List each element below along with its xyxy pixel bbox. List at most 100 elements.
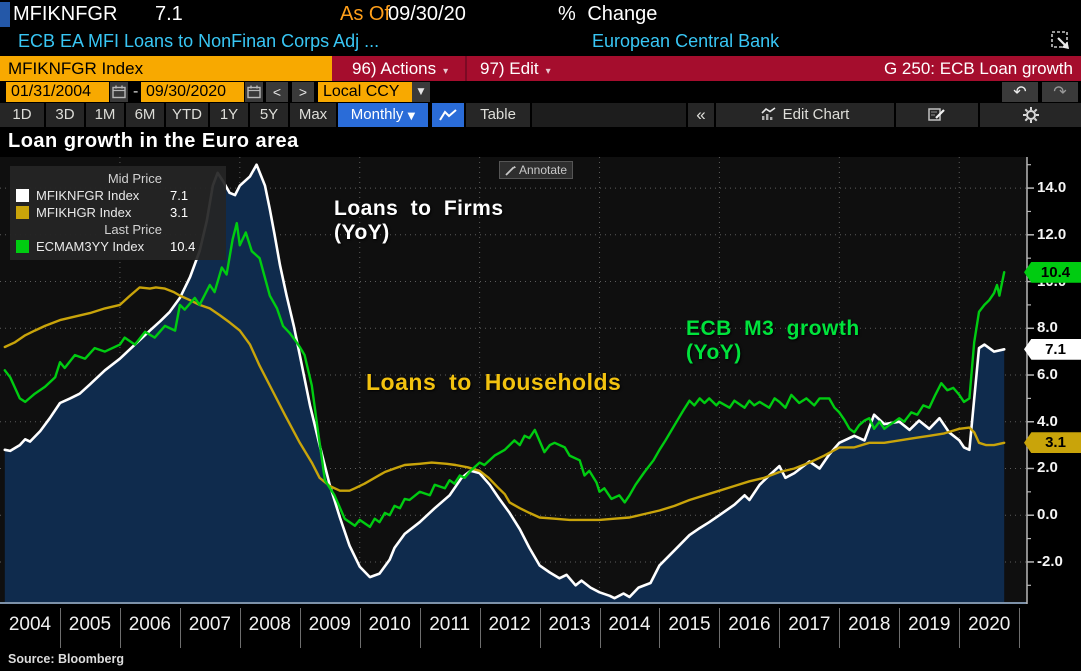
x-axis-year-label: 2019 [908, 614, 951, 635]
chevron-down-icon: ▾ [443, 66, 449, 77]
x-axis-separator [419, 608, 421, 648]
edit-chart-button[interactable]: Edit Chart [716, 103, 894, 127]
x-axis-year-label: 2018 [848, 614, 891, 635]
panel-indicator [0, 2, 10, 27]
legend-swatch [16, 240, 29, 253]
period-tab-1d[interactable]: 1D [0, 103, 44, 127]
chart-type-button[interactable] [432, 103, 464, 127]
ticker-bar: MFIKNFGR 7.1 As Of 09/30/20 % Change [0, 0, 1081, 29]
annotation-loans-to-firms: Loans to Firms (YoY) [334, 197, 504, 245]
calendar-icon[interactable] [245, 82, 263, 102]
x-axis-separator [539, 608, 541, 648]
edit-menu[interactable]: 97) Edit ▾ [480, 59, 551, 78]
collapse-panel-button[interactable]: « [688, 103, 714, 127]
chart-area: 14.012.010.08.06.04.02.00.0-2.0 7.13.110… [0, 157, 1081, 604]
security-description-bar: ECB EA MFI Loans to NonFinan Corps Adj .… [0, 29, 1081, 56]
x-axis-separator [179, 608, 181, 648]
chevron-down-icon: ▾ [545, 66, 551, 77]
x-axis-separator [599, 608, 601, 648]
period-tab-1m[interactable]: 1M [86, 103, 124, 127]
x-axis-year-label: 2008 [248, 614, 291, 635]
x-axis: 2004 2005 2006 2007 2008 2009 2010 2011 2012 2013… [0, 606, 1081, 650]
legend-swatch [16, 206, 29, 219]
x-axis-separator [659, 608, 661, 648]
x-axis-year-label: 2012 [488, 614, 531, 635]
x-axis-separator [779, 608, 781, 648]
calendar-icon[interactable] [110, 82, 128, 102]
x-axis-separator [899, 608, 901, 648]
as-of-label: As Of [340, 3, 391, 25]
x-axis-year-label: 2020 [968, 614, 1011, 635]
x-axis-year-label: 2009 [308, 614, 351, 635]
actions-menu[interactable]: 96) Actions ▾ [352, 59, 449, 78]
period-tab-5y[interactable]: 5Y [250, 103, 288, 127]
x-axis-year-label: 2013 [548, 614, 591, 635]
change-label: % Change [558, 3, 658, 25]
security-description: ECB EA MFI Loans to NonFinan Corps Adj .… [18, 31, 380, 51]
date-range-dash: - [133, 83, 139, 100]
chart-title: Loan growth in the Euro area [8, 130, 299, 152]
x-axis-separator [719, 608, 721, 648]
edit-annotation-button[interactable] [896, 103, 978, 127]
x-axis-year-label: 2005 [68, 614, 112, 635]
legend-swatch [16, 189, 29, 202]
price-badge-mfiknfgr: 7.1 [1024, 338, 1081, 360]
data-source-name: European Central Bank [592, 31, 780, 51]
legend-item[interactable]: MFIKHGR Index 3.1 [14, 204, 220, 221]
toolbar-spacer [532, 103, 686, 127]
period-tab-3d[interactable]: 3D [46, 103, 84, 127]
period-tab-1y[interactable]: 1Y [210, 103, 248, 127]
price-badge-ecmam3yy: 10.4 [1024, 261, 1081, 283]
annotation-ecb-m3-growth: ECB M3 growth (YoY) [686, 317, 860, 365]
settings-button[interactable] [980, 103, 1081, 127]
undo-button[interactable]: ↶ [1002, 82, 1038, 102]
start-date-input[interactable]: 01/31/2004 [6, 82, 109, 102]
export-icon[interactable] [1046, 29, 1076, 55]
table-button[interactable]: Table [466, 103, 530, 127]
pencil-icon [505, 166, 516, 176]
price-badge-mfikhgr: 3.1 [1024, 432, 1081, 454]
next-period-button[interactable]: > [292, 82, 314, 102]
x-axis-year-label: 2014 [608, 614, 651, 635]
as-of-date: 09/30/20 [388, 3, 466, 25]
legend-header: Last Price [104, 222, 162, 237]
menu-divider [465, 56, 467, 81]
x-axis-separator [119, 608, 121, 648]
y-axis-label: 12.0 [1037, 225, 1067, 243]
period-tab-6m[interactable]: 6M [126, 103, 164, 127]
x-axis-year-label: 2006 [128, 614, 172, 635]
y-axis-label: 14.0 [1037, 179, 1067, 197]
y-axis-label: 0.0 [1037, 506, 1058, 524]
menu-bar: 96) Actions ▾ 97) Edit ▾ G 250: ECB Loan g… [332, 56, 1081, 81]
screen-title: G 250: ECB Loan growth [883, 59, 1073, 78]
annotation-loans-to-households: Loans to Households [366, 369, 622, 395]
ticker-symbol: MFIKNFGR [13, 3, 118, 25]
x-axis-separator [959, 608, 961, 648]
end-date-input[interactable]: 09/30/2020 [141, 82, 244, 102]
chevron-down-icon: ▼ [407, 111, 416, 122]
chart-legend: Mid Price MFIKNFGR Index 7.1 MFIKHGR Index 3… [10, 166, 226, 260]
frequency-select[interactable]: Monthly ▼ [338, 103, 428, 127]
redo-button[interactable]: ↷ [1042, 82, 1078, 102]
y-axis-label: 2.0 [1037, 459, 1058, 477]
x-axis-separator [839, 608, 841, 648]
legend-header: Mid Price [107, 171, 162, 186]
period-tab-max[interactable]: Max [290, 103, 336, 127]
security-input[interactable]: MFIKNFGR Index [0, 56, 332, 81]
x-axis-year-label: 2007 [188, 614, 231, 635]
currency-dropdown-icon[interactable]: ▼ [412, 82, 430, 102]
legend-item[interactable]: MFIKNFGR Index 7.1 [14, 187, 220, 204]
prev-period-button[interactable]: < [266, 82, 288, 102]
annotate-button[interactable]: Annotate [499, 161, 573, 179]
command-bar: MFIKNFGR Index 96) Actions ▾ 97) Edit ▾ G … [0, 56, 1081, 81]
period-tabs: 1D 3D 1M 6M YTD 1Y 5Y Max [0, 103, 336, 127]
y-axis-label: 6.0 [1037, 366, 1058, 383]
y-axis-label: 8.0 [1037, 319, 1058, 337]
currency-select[interactable]: Local CCY [318, 82, 412, 102]
x-axis-separator [1019, 608, 1021, 648]
period-tab-ytd[interactable]: YTD [166, 103, 208, 127]
legend-item[interactable]: ECMAM3YY Index 10.4 [14, 238, 220, 255]
range-bar: 01/31/2004 - 09/30/2020 < > Local CCY ▼ … [0, 81, 1081, 103]
x-axis-year-label: 2010 [368, 614, 411, 635]
chart-toolbar: 1D 3D 1M 6M YTD 1Y 5Y Max Monthly ▼ Table « Edi… [0, 103, 1081, 127]
